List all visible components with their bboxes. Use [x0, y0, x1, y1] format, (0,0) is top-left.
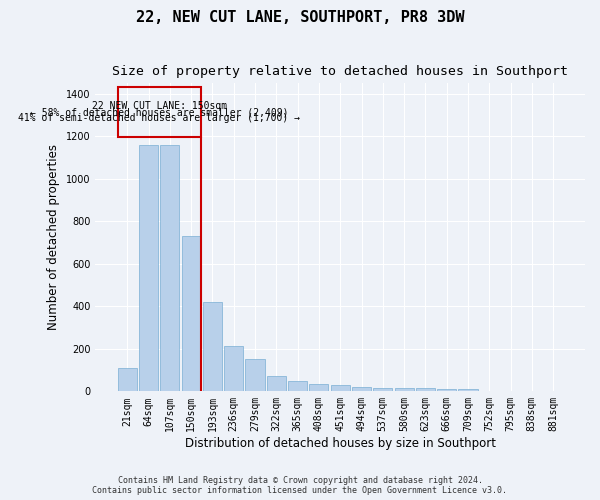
Text: 41% of semi-detached houses are larger (1,700) →: 41% of semi-detached houses are larger (… [18, 114, 300, 124]
Bar [310, 384, 328, 392]
X-axis label: Distribution of detached houses by size in Southport: Distribution of detached houses by size … [185, 437, 496, 450]
Bar [395, 388, 413, 392]
Bar [245, 360, 265, 392]
Bar [160, 145, 179, 392]
Bar [267, 376, 286, 392]
Bar [118, 368, 137, 392]
Bar [139, 145, 158, 392]
Bar [458, 389, 478, 392]
Bar [288, 380, 307, 392]
Text: ← 58% of detached houses are smaller (2,409): ← 58% of detached houses are smaller (2,… [30, 107, 289, 117]
Bar [437, 389, 456, 392]
Title: Size of property relative to detached houses in Southport: Size of property relative to detached ho… [112, 65, 568, 78]
Text: Contains HM Land Registry data © Crown copyright and database right 2024.
Contai: Contains HM Land Registry data © Crown c… [92, 476, 508, 495]
Text: 22, NEW CUT LANE, SOUTHPORT, PR8 3DW: 22, NEW CUT LANE, SOUTHPORT, PR8 3DW [136, 10, 464, 25]
Bar [373, 388, 392, 392]
Text: 22 NEW CUT LANE: 150sqm: 22 NEW CUT LANE: 150sqm [92, 100, 227, 110]
Bar [352, 387, 371, 392]
Bar [182, 236, 201, 392]
Bar [416, 388, 435, 392]
Bar [224, 346, 244, 392]
Bar [331, 385, 350, 392]
Bar [203, 302, 222, 392]
Y-axis label: Number of detached properties: Number of detached properties [47, 144, 61, 330]
Bar [118, 86, 201, 138]
